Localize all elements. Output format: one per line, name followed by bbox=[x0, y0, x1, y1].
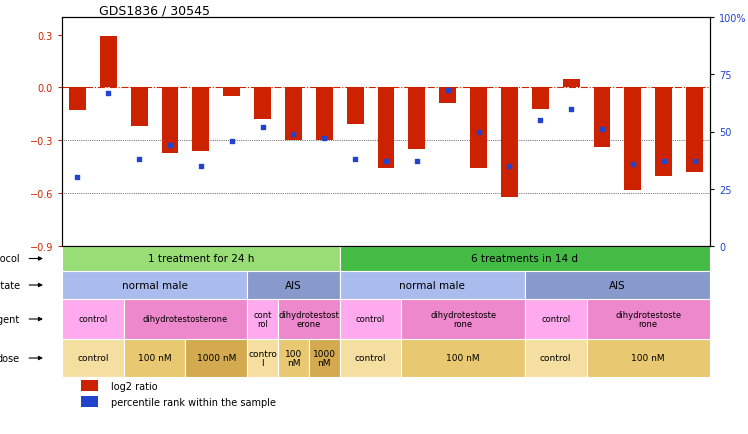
Text: protocol: protocol bbox=[0, 254, 20, 264]
Bar bbox=[309, 339, 340, 377]
Point bbox=[257, 124, 269, 131]
Text: normal male: normal male bbox=[399, 280, 465, 290]
Bar bbox=[247, 339, 278, 377]
Text: 100 nM: 100 nM bbox=[447, 354, 480, 363]
Text: log2 ratio: log2 ratio bbox=[111, 381, 157, 391]
Text: 6 treatments in 14 d: 6 treatments in 14 d bbox=[471, 254, 578, 264]
Text: AIS: AIS bbox=[285, 280, 301, 290]
Point bbox=[442, 88, 454, 95]
Text: 1000
nM: 1000 nM bbox=[313, 349, 336, 368]
Text: dose: dose bbox=[0, 353, 20, 363]
Point bbox=[534, 117, 546, 124]
Text: 100 nM: 100 nM bbox=[631, 354, 665, 363]
Point bbox=[657, 158, 669, 165]
Point bbox=[226, 138, 238, 145]
Point bbox=[627, 161, 639, 168]
Text: disease state: disease state bbox=[0, 280, 20, 290]
Bar bbox=[340, 339, 402, 377]
Point bbox=[319, 135, 331, 142]
Bar bbox=[340, 299, 402, 339]
Bar bbox=[162, 88, 179, 153]
Text: control: control bbox=[356, 315, 385, 324]
Bar bbox=[247, 299, 278, 339]
Point bbox=[102, 90, 114, 97]
Point bbox=[164, 142, 176, 149]
Point bbox=[349, 156, 361, 163]
Text: AIS: AIS bbox=[609, 280, 626, 290]
Bar bbox=[402, 339, 525, 377]
Bar bbox=[278, 299, 340, 339]
Bar bbox=[346, 88, 364, 125]
Text: control: control bbox=[355, 354, 386, 363]
Bar bbox=[408, 88, 426, 150]
Bar bbox=[532, 88, 549, 109]
Bar bbox=[254, 88, 271, 120]
Bar bbox=[278, 339, 309, 377]
Bar bbox=[62, 271, 247, 299]
Point bbox=[473, 129, 485, 136]
Text: dihydrotestost
erone: dihydrotestost erone bbox=[278, 310, 340, 329]
Point bbox=[195, 163, 207, 170]
Point bbox=[133, 156, 145, 163]
Text: contro
l: contro l bbox=[248, 349, 277, 368]
Bar bbox=[123, 299, 247, 339]
Bar bbox=[62, 339, 123, 377]
Bar bbox=[223, 88, 240, 97]
Point bbox=[596, 126, 608, 133]
Bar bbox=[470, 88, 487, 169]
Text: 1 treatment for 24 h: 1 treatment for 24 h bbox=[147, 254, 254, 264]
Bar bbox=[62, 299, 123, 339]
Text: dihydrotestoste
rone: dihydrotestoste rone bbox=[430, 310, 496, 329]
Bar bbox=[686, 88, 703, 173]
Bar bbox=[378, 88, 394, 169]
Point bbox=[565, 106, 577, 113]
Bar bbox=[586, 339, 710, 377]
Text: GDS1836 / 30545: GDS1836 / 30545 bbox=[99, 4, 210, 17]
Bar bbox=[82, 396, 98, 408]
Bar bbox=[99, 37, 117, 88]
Text: agent: agent bbox=[0, 314, 20, 324]
Bar bbox=[186, 339, 247, 377]
Text: 100 nM: 100 nM bbox=[138, 354, 171, 363]
Text: cont
rol: cont rol bbox=[254, 310, 272, 329]
Bar bbox=[82, 380, 98, 391]
Text: control: control bbox=[540, 354, 571, 363]
Text: control: control bbox=[79, 315, 108, 324]
Point bbox=[72, 174, 84, 181]
Bar bbox=[123, 339, 186, 377]
Bar bbox=[192, 88, 209, 151]
Bar bbox=[247, 271, 340, 299]
Point bbox=[689, 158, 701, 165]
Bar bbox=[131, 88, 147, 127]
Text: control: control bbox=[77, 354, 108, 363]
Bar bbox=[525, 299, 586, 339]
Text: normal male: normal male bbox=[122, 280, 188, 290]
Bar bbox=[655, 88, 672, 176]
Bar bbox=[593, 88, 610, 148]
Bar bbox=[625, 88, 641, 190]
Bar bbox=[285, 88, 302, 141]
Point bbox=[287, 131, 299, 138]
Point bbox=[411, 158, 423, 165]
Text: control: control bbox=[541, 315, 570, 324]
Point bbox=[380, 158, 392, 165]
Bar bbox=[69, 88, 86, 111]
Bar bbox=[562, 79, 580, 88]
Bar bbox=[316, 88, 333, 141]
Point bbox=[503, 163, 515, 170]
Bar bbox=[340, 247, 710, 271]
Bar bbox=[62, 247, 340, 271]
Text: 100
nM: 100 nM bbox=[285, 349, 302, 368]
Bar bbox=[525, 271, 710, 299]
Bar bbox=[402, 299, 525, 339]
Text: percentile rank within the sample: percentile rank within the sample bbox=[111, 397, 275, 407]
Text: dihydrotestoste
rone: dihydrotestoste rone bbox=[615, 310, 681, 329]
Text: dihydrotestosterone: dihydrotestosterone bbox=[143, 315, 228, 324]
Bar bbox=[340, 271, 525, 299]
Bar bbox=[586, 299, 710, 339]
Text: 1000 nM: 1000 nM bbox=[197, 354, 236, 363]
Bar bbox=[525, 339, 586, 377]
Bar bbox=[501, 88, 518, 197]
Bar bbox=[439, 88, 456, 104]
